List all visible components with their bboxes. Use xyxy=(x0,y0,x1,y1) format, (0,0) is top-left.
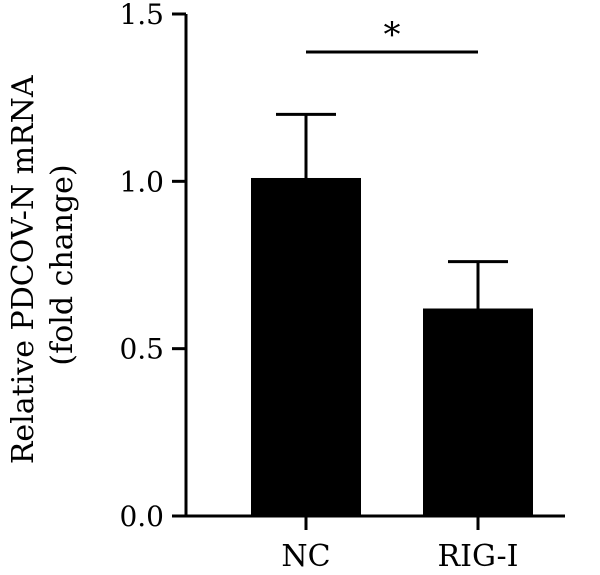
y-axis-title-line-1: Relative PDCOV-N mRNA xyxy=(6,75,41,464)
y-tick-label: 1.0 xyxy=(119,165,164,198)
bars xyxy=(251,177,533,516)
significance-annotation: * xyxy=(306,15,478,55)
significance-star: * xyxy=(384,15,401,55)
y-axis: 0.0 0.5 1.0 1.5 xyxy=(119,0,188,533)
bar xyxy=(251,177,361,516)
error-bars xyxy=(276,112,508,309)
y-axis-title: Relative PDCOV-N mRNA (fold change) xyxy=(6,66,80,464)
y-axis-title-line-2: (fold change) xyxy=(45,164,80,365)
y-tick-label: 0.0 xyxy=(119,500,164,533)
bar xyxy=(423,308,533,516)
y-tick-label: 0.5 xyxy=(119,333,164,366)
x-axis: NC RIG-I xyxy=(184,514,565,574)
x-tick-label: NC xyxy=(281,539,330,574)
y-tick-label: 1.5 xyxy=(119,0,164,31)
x-tick-label: RIG-I xyxy=(438,539,519,574)
